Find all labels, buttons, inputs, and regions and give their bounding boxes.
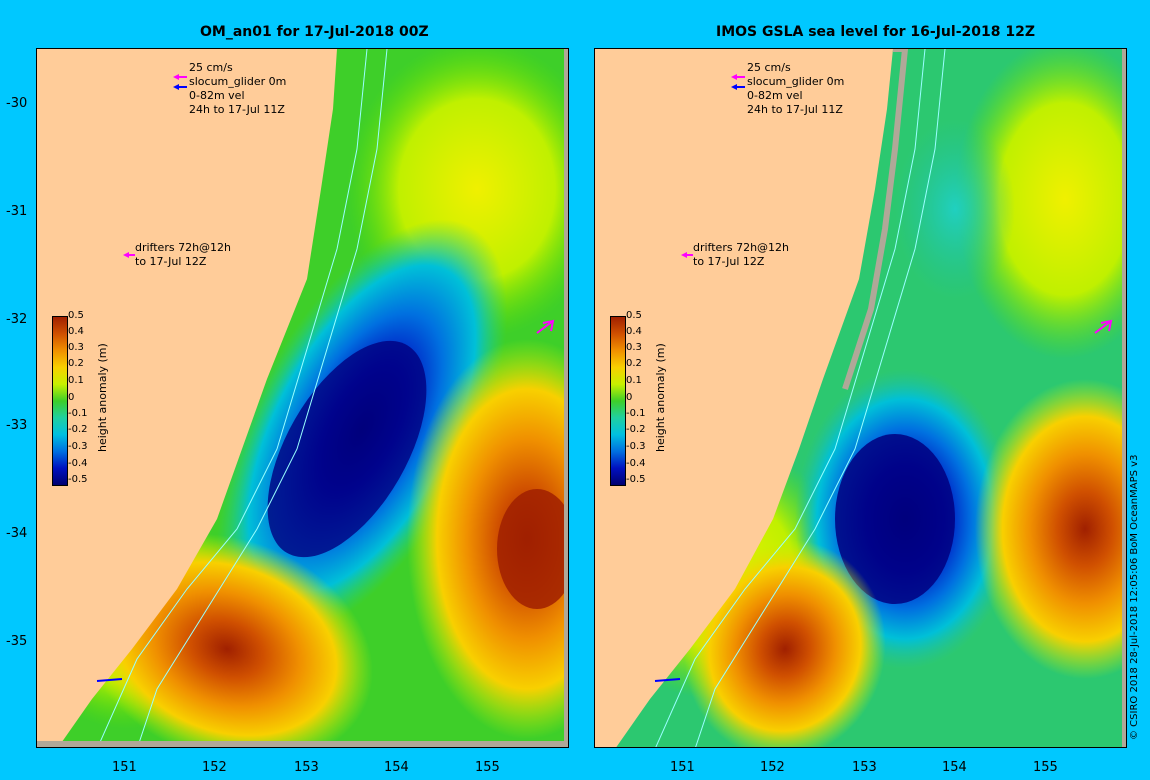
colorbar-tick: 0.5 [626,310,642,321]
lat-label: -31 [6,204,28,219]
lon-label: 154 [384,760,409,775]
lat-label: -34 [6,526,28,541]
isobath-line [655,49,926,747]
glider-legend-arrow-icon [173,74,187,80]
colorbar-tick: 0 [626,392,633,403]
velocity-arrow-icon [654,678,681,682]
legend-glider: slocum_glider 0m [189,75,287,88]
colorbar-tick: -0.5 [68,474,88,485]
isobath-line [97,49,368,747]
colorbar-tick: -0.3 [626,441,646,452]
colorbar-tick: -0.4 [626,458,646,469]
legend-scale: 25 cm/s [189,61,233,74]
colorbar-tick: 0.1 [626,375,642,386]
colorbar-tick: 0.1 [68,375,84,386]
lon-label: 153 [852,760,877,775]
sea-level-field-1 [37,49,568,747]
velocity-legend-arrow-icon [731,84,745,90]
drifter-track-icon [536,319,555,334]
colorbar-title: height anomaly (m) [96,343,109,452]
panel-2-title: IMOS GSLA sea level for 16-Jul-2018 12Z [716,24,1035,40]
colorbar-title: height anomaly (m) [654,343,667,452]
velocity-arrow-icon [96,678,123,682]
legend-glider: slocum_glider 0m [747,75,845,88]
colorbar-tick: -0.4 [68,458,88,469]
colorbar-tick: 0.4 [626,326,642,337]
map-panel-2: 25 cm/s slocum_glider 0m 0-82m vel 24h t… [594,48,1127,748]
colorbar-tick: 0.3 [626,342,642,353]
colorbar-tick: 0 [68,392,75,403]
lon-label: 152 [202,760,227,775]
lon-label: 154 [942,760,967,775]
colorbar-tick: -0.2 [68,424,88,435]
velocity-legend-arrow-icon [173,84,187,90]
lon-label: 151 [670,760,695,775]
lat-label: -35 [6,634,28,649]
colorbar-tick: 0.5 [68,310,84,321]
colorbar-1 [52,316,68,486]
panel-1-title: OM_an01 for 17-Jul-2018 00Z [200,24,429,40]
colorbar-tick: -0.5 [626,474,646,485]
sea-level-field-2 [595,49,1126,747]
legend-time: 24h to 17-Jul 11Z [747,103,843,116]
legend-scale: 25 cm/s [747,61,791,74]
lon-label: 155 [1033,760,1058,775]
lon-label: 152 [760,760,785,775]
lon-label: 151 [112,760,137,775]
legend-drifters-2: to 17-Jul 12Z [135,255,207,268]
land-mass [37,49,337,747]
colorbar-tick: 0.4 [68,326,84,337]
colorbar-tick: -0.1 [68,408,88,419]
lon-label: 153 [294,760,319,775]
lon-label: 155 [475,760,500,775]
map-panel-1: 25 cm/s slocum_glider 0m 0-82m vel 24h t… [36,48,569,748]
legend-drifters-1: drifters 72h@12h [135,241,232,254]
legend-drifters-2: to 17-Jul 12Z [693,255,765,268]
legend-time: 24h to 17-Jul 11Z [189,103,285,116]
colorbar-tick: 0.2 [626,358,642,369]
colorbar-2 [610,316,626,486]
glider-legend-arrow-icon [731,74,745,80]
lat-label: -30 [6,96,28,111]
lat-label: -32 [6,312,28,327]
legend-vel: 0-82m vel [189,89,245,102]
isobath-line [695,49,946,747]
colorbar-tick: -0.3 [68,441,88,452]
legend-drifters-1: drifters 72h@12h [693,241,790,254]
legend-vel: 0-82m vel [747,89,803,102]
drifter-track-icon [1094,319,1113,334]
drifter-legend-arrow-icon [681,252,693,258]
drifter-legend-arrow-icon [123,252,135,258]
colorbar-tick: 0.2 [68,358,84,369]
lat-label: -33 [6,418,28,433]
land-mass [595,49,893,747]
colorbar-tick: -0.2 [626,424,646,435]
colorbar-tick: -0.1 [626,408,646,419]
isobath-line [137,49,388,747]
credit-text: © CSIRO 2018 28-Jul-2018 12:05:06 BoM Oc… [1129,454,1140,740]
colorbar-tick: 0.3 [68,342,84,353]
